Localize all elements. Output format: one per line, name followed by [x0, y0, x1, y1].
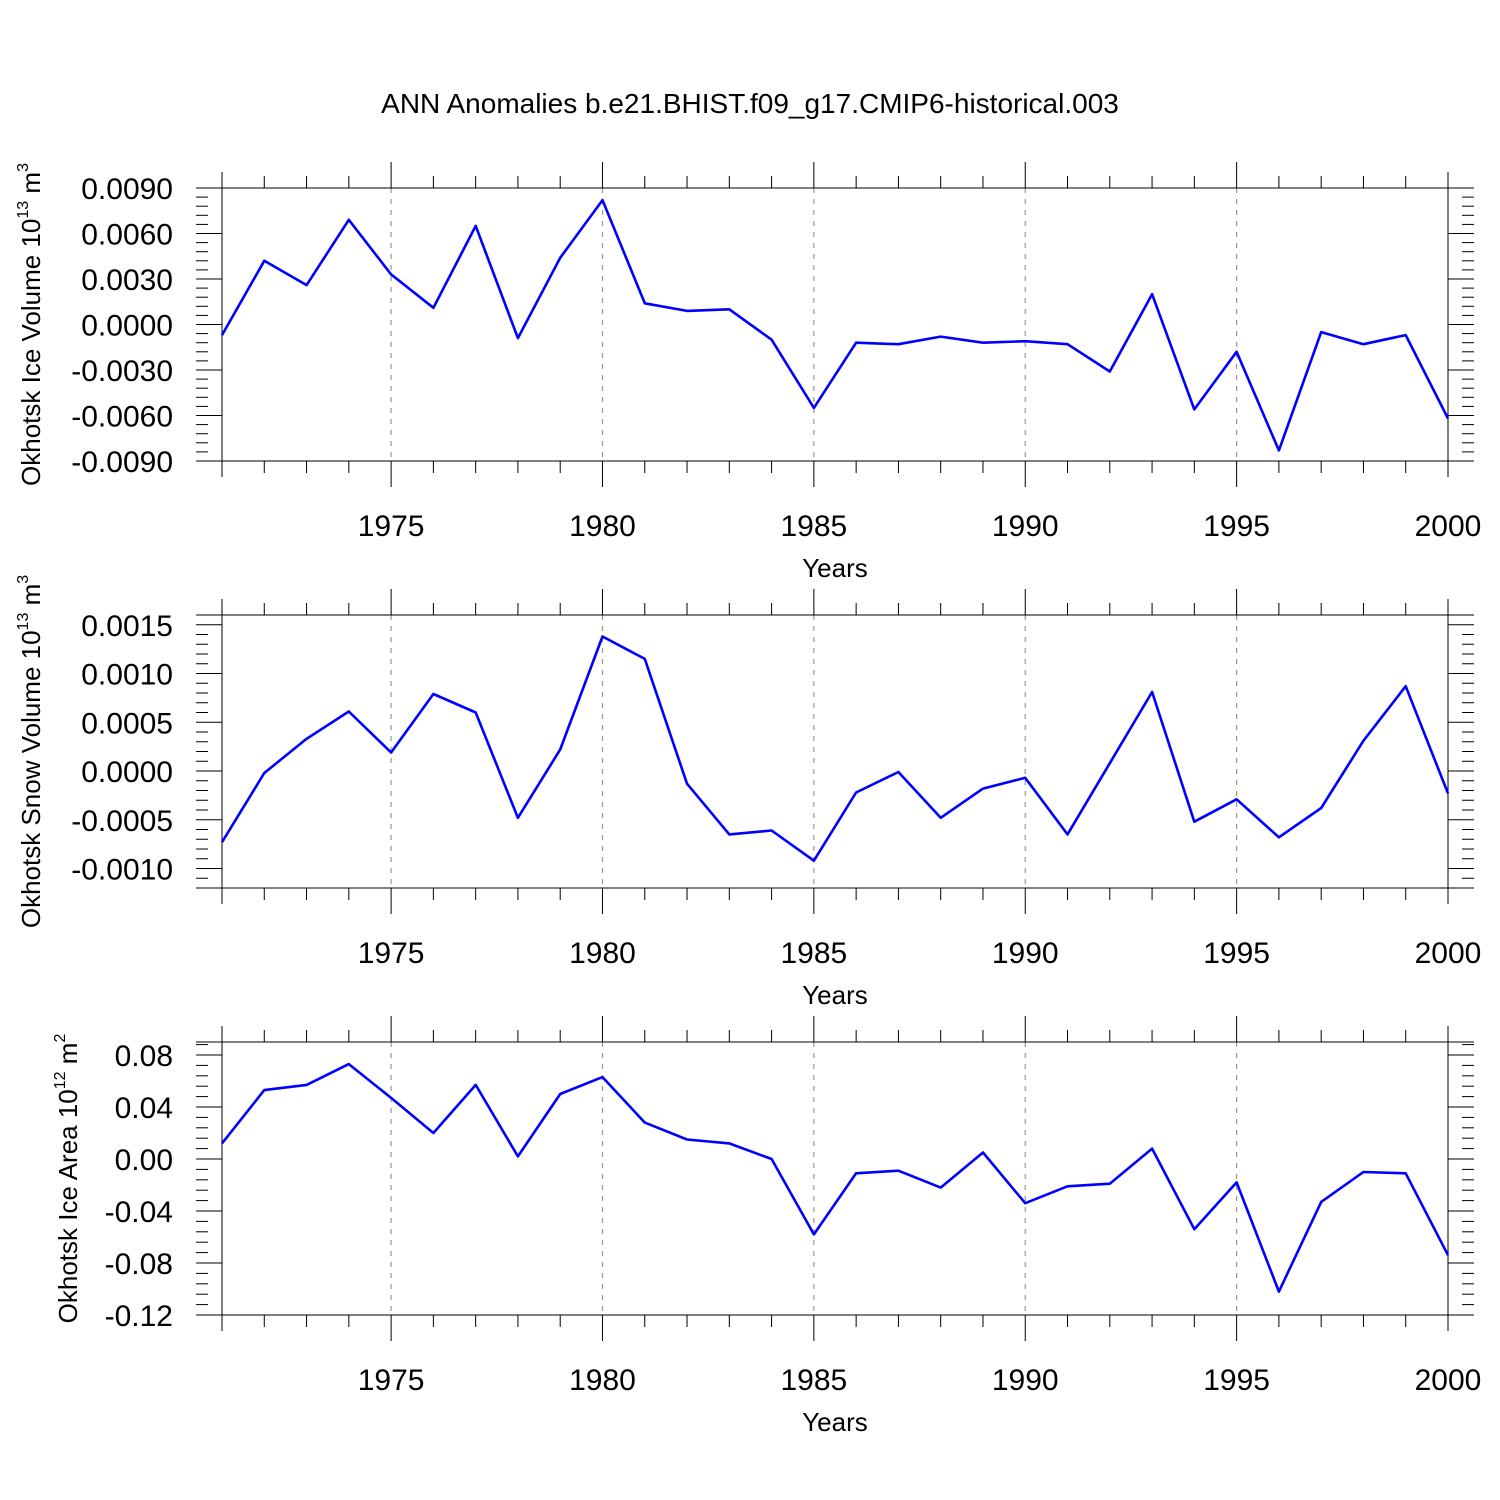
panel-3: 1975 1980 1985 1990 1995 2000 Years 0.08 0.04 0.0… [52, 1016, 1481, 1437]
series-line [220, 635, 1450, 863]
y-axis-label: Okhotsk Ice Volume 1013 m3 [15, 163, 46, 486]
x-tick-label: 1995 [1203, 937, 1270, 970]
y-tick-label: -0.0060 [71, 401, 173, 434]
y-tick-label: -0.04 [105, 1196, 173, 1229]
y-tick-label: 0.0060 [81, 219, 173, 252]
y-axis-unit-exponent: 12 [52, 1071, 69, 1089]
y-tick-label: 0.0015 [81, 610, 173, 643]
y-axis-unit-suffix: m [16, 584, 46, 613]
x-tick-label: 1990 [992, 1364, 1059, 1397]
series-line [220, 198, 1450, 452]
figure-title: ANN Anomalies b.e21.BHIST.f09_g17.CMIP6-… [381, 88, 1119, 119]
x-tick-label: 1990 [992, 937, 1059, 970]
y-tick-label: 0.00 [115, 1144, 173, 1177]
y-tick-label: 0.08 [115, 1040, 173, 1073]
y-tick-label: -0.0090 [71, 446, 173, 479]
y-tick-label: 0.0030 [81, 264, 173, 297]
y-axis-unit-exponent: 13 [15, 201, 32, 219]
y-tick-label: -0.08 [105, 1248, 173, 1281]
y-axis-label-text: Okhotsk Ice Volume 10 [16, 219, 46, 486]
x-tick-label: 1985 [780, 1364, 847, 1397]
series-line [220, 1062, 1450, 1293]
x-tick-label: 1985 [780, 937, 847, 970]
x-tick-label: 2000 [1415, 1364, 1482, 1397]
y-tick-label: -0.0005 [71, 805, 173, 838]
x-axis-label: Years [802, 553, 868, 583]
x-tick-label: 1980 [569, 937, 636, 970]
y-tick-label: 0.0090 [81, 173, 173, 206]
y-axis-label: Okhotsk Snow Volume 1013 m3 [15, 575, 46, 928]
x-axis-label: Years [802, 1407, 868, 1437]
y-tick-label: 0.0000 [81, 310, 173, 343]
x-tick-label: 1975 [358, 510, 425, 543]
y-axis-unit-suffix: m [53, 1043, 83, 1072]
x-tick-label: 1980 [569, 1364, 636, 1397]
y-axis-unit-exponent: 13 [15, 613, 32, 631]
x-tick-label: 1985 [780, 510, 847, 543]
y-axis-label-text: Okhotsk Ice Area 10 [53, 1089, 83, 1323]
x-tick-label: 1975 [358, 1364, 425, 1397]
y-tick-label: 0.0005 [81, 707, 173, 740]
y-tick-label: 0.04 [115, 1092, 173, 1125]
y-tick-label: 0.0010 [81, 659, 173, 692]
panel-2: 1975 1980 1985 1990 1995 2000 Years 0.0015 0.001… [15, 575, 1481, 1010]
panel-1: 1975 1980 1985 1990 1995 2000 Years 0.0090 0.006… [15, 162, 1481, 583]
x-tick-label: 1995 [1203, 510, 1270, 543]
y-tick-label: -0.0030 [71, 355, 173, 388]
x-axis-label: Years [802, 980, 868, 1010]
x-tick-label: 2000 [1415, 937, 1482, 970]
y-axis-unit-suffix: m [16, 172, 46, 201]
x-tick-label: 1980 [569, 510, 636, 543]
y-axis-unit-suffix-exponent: 3 [15, 163, 32, 172]
y-axis-unit-suffix-exponent: 2 [52, 1034, 69, 1043]
panels: 1975 1980 1985 1990 1995 2000 Years 0.0090 0.006… [15, 162, 1481, 1437]
y-tick-label: 0.0000 [81, 756, 173, 789]
y-axis-unit-suffix-exponent: 3 [15, 575, 32, 584]
y-axis-label: Okhotsk Ice Area 1012 m2 [52, 1034, 83, 1324]
x-tick-label: 2000 [1415, 510, 1482, 543]
y-tick-label: -0.0010 [71, 854, 173, 887]
x-tick-label: 1990 [992, 510, 1059, 543]
y-axis-label-text: Okhotsk Snow Volume 10 [16, 630, 46, 928]
x-tick-label: 1975 [358, 937, 425, 970]
x-tick-label: 1995 [1203, 1364, 1270, 1397]
y-tick-label: -0.12 [105, 1300, 173, 1333]
